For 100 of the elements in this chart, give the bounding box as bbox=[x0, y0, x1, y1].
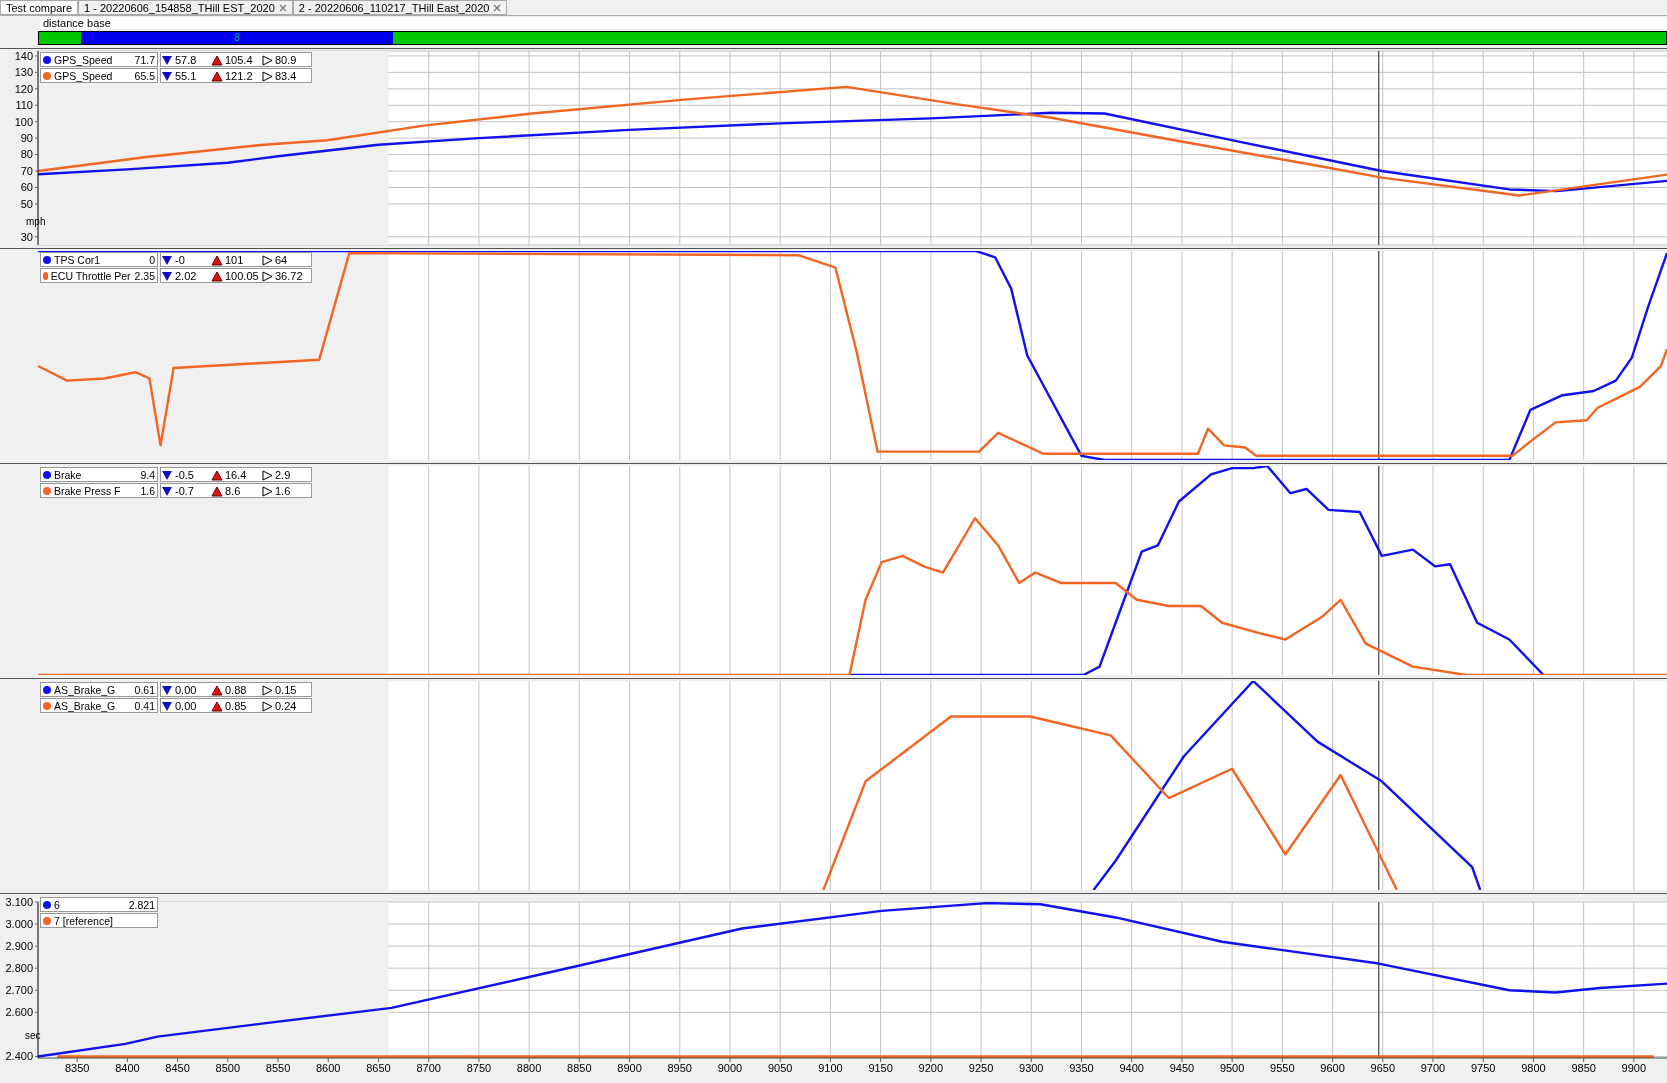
x-tick-label: 9400 bbox=[1119, 1061, 1144, 1074]
annotation: 0.24 bbox=[274, 699, 298, 712]
legend-stats-cell: 2.02 100.05 36.72 bbox=[160, 268, 312, 283]
y-tick-label: 2.900 bbox=[5, 940, 33, 953]
y-tick-label: 110 bbox=[15, 99, 33, 112]
annotation: 16.4 bbox=[224, 468, 248, 481]
x-tick-label: 9300 bbox=[1019, 1061, 1044, 1074]
legend-stats-cell: -0.7 8.6 1.6 bbox=[160, 483, 312, 498]
text: 1 - 20220606_154858_THill EST_2020 bbox=[78, 0, 293, 15]
x-tick-label: 9050 bbox=[767, 1061, 793, 1074]
annotation: 0.41 bbox=[134, 699, 155, 712]
x-tick-label: 8850 bbox=[567, 1061, 592, 1074]
annotation: 0.85 bbox=[224, 699, 248, 712]
legend-name-cell: AS_Brake_G 0.41 bbox=[40, 698, 158, 713]
legend-label: TPS Cor1 bbox=[54, 253, 102, 266]
annotation: -0.5 bbox=[174, 468, 195, 481]
x-tick-label: 8550 bbox=[265, 1061, 291, 1074]
legend-name-cell: Brake Press F 1.6 bbox=[40, 483, 158, 498]
annotation: 2.9 bbox=[274, 468, 292, 481]
x-tick-label: 9350 bbox=[1069, 1061, 1094, 1074]
x-tick-label: 9000 bbox=[717, 1061, 743, 1074]
x-tick-label: 9750 bbox=[1470, 1061, 1496, 1074]
legend-name-cell: GPS_Speed 65.5 bbox=[40, 68, 158, 83]
annotation: 0.00 bbox=[174, 683, 198, 696]
text: 2 - 20220606_110217_THill East_2020 bbox=[292, 0, 508, 15]
annotation: 8.6 bbox=[224, 484, 242, 497]
legend-name-cell: ECU Throttle Per 2.35 bbox=[40, 268, 158, 283]
y-tick-label: 120 bbox=[14, 82, 33, 95]
legend-name-cell: AS_Brake_G 0.61 bbox=[40, 682, 158, 697]
y-tick-label: 30 bbox=[20, 230, 33, 243]
x-tick-label: 8450 bbox=[165, 1061, 190, 1074]
text: Test compare bbox=[0, 0, 79, 15]
legend-label: GPS_Speed bbox=[54, 69, 114, 82]
legend-label: Brake bbox=[54, 468, 83, 481]
x-tick-label: 9600 bbox=[1320, 1061, 1345, 1074]
annotation: 2.02 bbox=[174, 269, 198, 282]
x-tick-label: 9450 bbox=[1169, 1061, 1195, 1074]
y-axis-title: mph bbox=[26, 216, 46, 227]
annotation: 83.4 bbox=[274, 69, 298, 82]
legend-label: GPS_Speed bbox=[54, 53, 114, 66]
x-tick-label: 8650 bbox=[366, 1061, 391, 1074]
y-tick-label: 80 bbox=[20, 148, 33, 161]
x-tick-label: 9900 bbox=[1621, 1061, 1647, 1074]
x-tick-label: 8750 bbox=[466, 1061, 492, 1074]
annotation: 36.72 bbox=[274, 269, 304, 282]
x-tick-label: 8400 bbox=[115, 1061, 140, 1074]
x-tick-label: 8350 bbox=[64, 1061, 90, 1074]
x-tick-label: 9150 bbox=[868, 1061, 893, 1074]
x-tick-label: 8950 bbox=[667, 1061, 692, 1074]
x-tick-label: 8600 bbox=[316, 1061, 341, 1074]
legend-label: Brake Press F bbox=[54, 484, 122, 497]
annotation: 0 bbox=[149, 253, 155, 266]
x-tick-label: 9650 bbox=[1370, 1061, 1396, 1074]
annotation: 0.88 bbox=[224, 683, 248, 696]
annotation: 101 bbox=[224, 253, 245, 266]
y-tick-label: 100 bbox=[14, 115, 33, 128]
legend-name-cell: 6 2.821 bbox=[40, 897, 158, 912]
x-tick-label: 8800 bbox=[516, 1061, 542, 1074]
y-tick-label: 2.700 bbox=[5, 984, 33, 997]
x-tick-label: 9200 bbox=[918, 1061, 944, 1074]
annotation: 71.7 bbox=[134, 53, 155, 66]
annotation: 2.821 bbox=[128, 898, 155, 911]
legend-name-cell: GPS_Speed 71.7 bbox=[40, 52, 158, 67]
legend-stats-cell: 0.00 0.85 0.24 bbox=[160, 698, 312, 713]
legend-stats-cell: 57.8 105.4 80.9 bbox=[160, 52, 312, 67]
annotation: 64 bbox=[274, 253, 289, 266]
annotation: 2.35 bbox=[134, 269, 155, 282]
legend-stats-cell: 0.00 0.88 0.15 bbox=[160, 682, 312, 697]
annotation: 1.6 bbox=[140, 484, 155, 497]
y-tick-label: 3.100 bbox=[5, 895, 33, 908]
annotation: 100.05 bbox=[224, 269, 260, 282]
y-tick-label: 60 bbox=[20, 181, 33, 194]
legend-label: 6 bbox=[54, 898, 61, 911]
x-tick-label: 9500 bbox=[1219, 1061, 1245, 1074]
annotation: 55.1 bbox=[174, 69, 198, 82]
legend-name-cell: TPS Cor1 0 bbox=[40, 252, 158, 267]
annotation: 57.8 bbox=[174, 53, 198, 66]
annotation: 9.4 bbox=[140, 468, 155, 481]
legend-stats-cell: -0.5 16.4 2.9 bbox=[160, 467, 312, 482]
legend-name-cell: 7 [reference] bbox=[40, 913, 158, 928]
x-tick-label: 8500 bbox=[215, 1061, 241, 1074]
annotation: -0 bbox=[174, 253, 186, 266]
x-tick-label: 9100 bbox=[818, 1061, 843, 1074]
annotation: 65.5 bbox=[134, 69, 155, 82]
y-tick-label: 2.600 bbox=[5, 1006, 33, 1019]
annotation: 0.61 bbox=[134, 683, 155, 696]
annotation: 121.2 bbox=[224, 69, 254, 82]
x-tick-label: 9800 bbox=[1521, 1061, 1546, 1074]
y-tick-label: 130 bbox=[14, 66, 33, 79]
annotation: 105.4 bbox=[224, 53, 254, 66]
y-tick-label: 2.400 bbox=[5, 1050, 33, 1063]
annotation: 80.9 bbox=[274, 53, 298, 66]
y-tick-label: 70 bbox=[20, 164, 33, 177]
annotation: 1.6 bbox=[274, 484, 292, 497]
legend-label: ECU Throttle Per bbox=[50, 269, 131, 282]
y-tick-label: 90 bbox=[20, 132, 33, 145]
legend-stats-cell: 55.1 121.2 83.4 bbox=[160, 68, 312, 83]
annotation: -0.7 bbox=[174, 484, 195, 497]
y-axis-title: sec bbox=[25, 1030, 41, 1041]
x-tick-label: 9550 bbox=[1270, 1061, 1295, 1074]
